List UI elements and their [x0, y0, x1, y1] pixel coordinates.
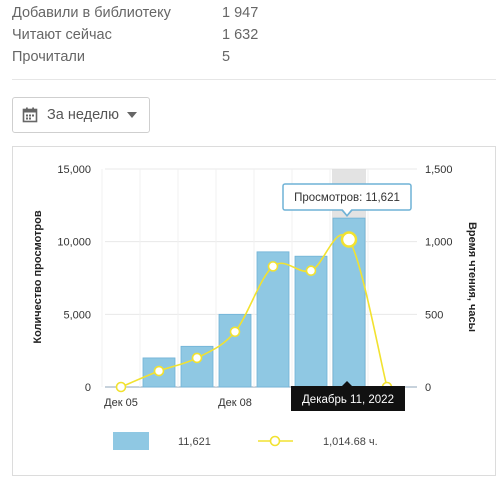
right-tick-label: 0 — [425, 382, 431, 394]
line-point-Дек 08 — [229, 326, 241, 338]
legend-line-label: 1,014.68 ч. — [323, 436, 378, 448]
line-point-Дек 05 — [115, 381, 127, 393]
chevron-down-icon — [127, 112, 137, 118]
left-tick-label: 10,000 — [57, 237, 91, 249]
stat-label: Читают сейчас — [12, 27, 112, 43]
period-label: За неделю — [47, 107, 119, 123]
bar-Дек 09 — [256, 251, 290, 388]
stat-row-added: Добавили в библиотеку 1 947 — [12, 2, 302, 24]
line-point-Дек 06 — [153, 365, 165, 377]
stat-row-finished: Прочитали 5 — [12, 46, 302, 68]
chart-legend: 11,621 1,014.68 ч. — [113, 432, 378, 450]
date-label: Декабрь 11, 2022 — [291, 381, 405, 411]
legend-line-marker — [269, 435, 281, 447]
stat-label: Добавили в библиотеку — [12, 5, 171, 21]
right-axis-ticks: 0 500 1,000 1,500 — [425, 164, 453, 394]
legend-bar-swatch — [113, 432, 149, 450]
period-dropdown[interactable]: За неделю — [12, 97, 150, 133]
right-tick-label: 500 — [425, 309, 443, 321]
legend-bar-label: 11,621 — [178, 436, 211, 448]
left-tick-label: 0 — [85, 382, 91, 394]
stat-value: 1 947 — [222, 5, 259, 21]
x-tick-label: Дек 05 — [104, 397, 138, 409]
left-axis-ticks: 0 5,000 10,000 15,000 — [57, 164, 91, 394]
line-points — [115, 231, 393, 393]
tooltip-label: Просмотров: 11,621 — [294, 192, 400, 204]
calendar-icon — [22, 107, 38, 123]
right-tick-label: 1,500 — [425, 164, 453, 176]
line-point-Дек 11 — [340, 231, 358, 248]
line-point-Дек 10 — [305, 265, 317, 277]
line-point-Дек 07 — [191, 352, 203, 364]
left-tick-label: 5,000 — [63, 309, 91, 321]
bar-Дек 08 — [218, 313, 252, 388]
stat-row-reading: Читают сейчас 1 632 — [12, 24, 302, 46]
left-tick-label: 15,000 — [57, 164, 91, 176]
chart-container: 0 5,000 10,000 15,000 0 500 1,000 1,500 Дек 05… — [12, 146, 496, 476]
line-point-Дек 09 — [267, 261, 279, 272]
views-reading-chart: 0 5,000 10,000 15,000 0 500 1,000 1,500 Дек 05… — [32, 164, 478, 450]
left-axis-label: Количество просмотров — [32, 210, 44, 343]
right-axis-label: Время чтения, часы — [466, 222, 478, 332]
x-tick-label: Дек 08 — [218, 397, 252, 409]
divider — [12, 79, 496, 80]
stat-value: 5 — [222, 49, 231, 65]
views-tooltip: Просмотров: 11,621 — [282, 183, 412, 217]
right-tick-label: 1,000 — [425, 237, 453, 249]
stats-list: Добавили в библиотеку 1 947 Читают сейча… — [12, 2, 302, 68]
date-label-text: Декабрь 11, 2022 — [302, 394, 394, 406]
stat-label: Прочитали — [12, 49, 85, 65]
x-axis-ticks: Дек 05 Дек 08 — [104, 397, 252, 409]
stat-value: 1 632 — [222, 27, 259, 43]
